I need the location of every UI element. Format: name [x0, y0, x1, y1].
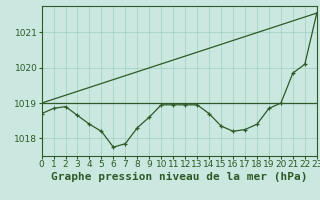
X-axis label: Graphe pression niveau de la mer (hPa): Graphe pression niveau de la mer (hPa) [51, 172, 308, 182]
